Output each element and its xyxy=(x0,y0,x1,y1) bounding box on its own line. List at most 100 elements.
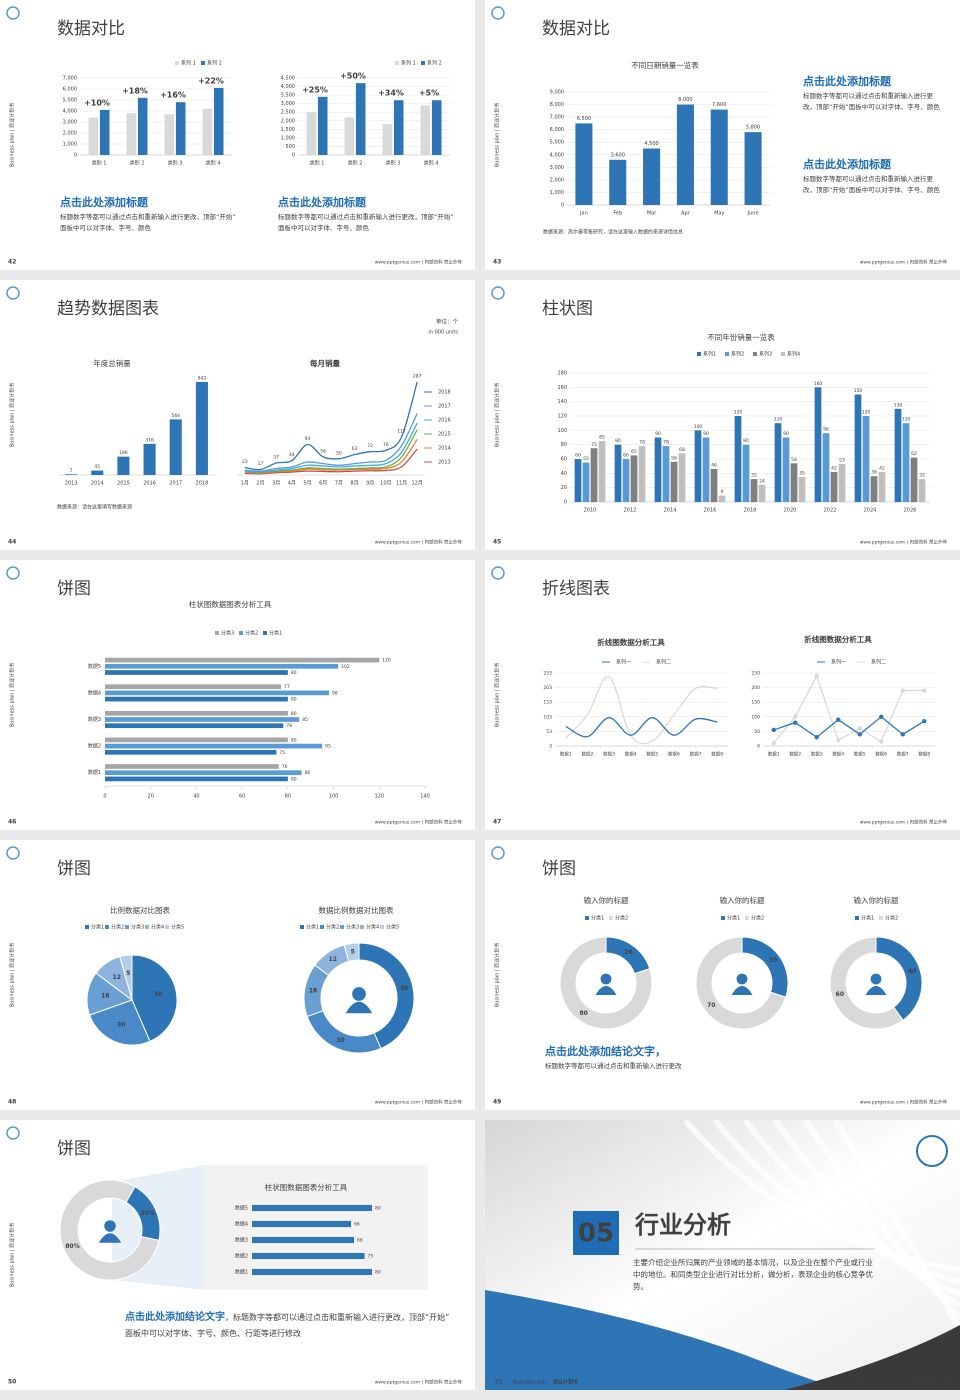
chart: 年度总销量 2013 7 2014 45 2015 186 2016 316 2017 564 201… xyxy=(58,358,215,487)
data-label: 75 xyxy=(279,750,285,756)
y-tick-label: 150 xyxy=(751,700,760,706)
slide: 折线图表 Business plan | 商业计划书 47 www.pptgenius… xyxy=(485,560,960,830)
chart: 输入你的标题 30 70 分类1 分类2 xyxy=(695,895,789,1030)
bar xyxy=(393,100,404,155)
y-tick-label: 0 xyxy=(564,500,567,506)
x-tick-label: 数据1 xyxy=(768,751,780,758)
legend-label: 分类3 xyxy=(346,924,359,931)
legend-swatch xyxy=(320,925,324,929)
bar xyxy=(862,416,870,502)
data-label: 80 xyxy=(615,438,621,444)
y-tick-label: 6,000 xyxy=(550,127,564,133)
y-tick-label: 1,500 xyxy=(281,127,295,133)
chart: 折线图数据分析工具 0 50 100 150 200 250 数据1 数据2 数据3 数据4 数据5 数… xyxy=(751,634,935,758)
chart: 输入你的标题 20 80 分类1 分类2 xyxy=(559,895,653,1030)
legend-label: 分类2 xyxy=(245,630,258,637)
x-tick-label: 140 xyxy=(420,794,430,800)
data-label: 53 xyxy=(839,458,845,464)
x-tick-label: 40 xyxy=(193,794,199,800)
bar xyxy=(654,437,662,502)
data-label: 3,600 xyxy=(611,152,625,158)
slide-title: 饼图 xyxy=(57,859,91,879)
slide-canvas: 饼图 Business plan | 商业计划书 49 www.pptgenius.c… xyxy=(491,846,947,1106)
legend-label: 系列4 xyxy=(787,351,800,358)
slide: 饼图 Business plan | 商业计划书 49 www.pptgenius.c… xyxy=(485,840,960,1110)
point xyxy=(793,720,798,725)
x-tick-label: 5月 xyxy=(303,481,311,487)
y-tick-label: 0 xyxy=(561,203,564,209)
footer: www.pptgenius.com | 内部资料 禁止外传 xyxy=(860,539,948,546)
bar xyxy=(355,83,366,155)
x-tick-label: 类别 1 xyxy=(92,160,107,167)
legend-label: 分类1 xyxy=(591,915,604,922)
bar xyxy=(175,102,186,155)
x-tick-label: 数据5 xyxy=(646,751,658,758)
slide: 饼图 Business plan | 商业计划书 48 www.pptgenius.c… xyxy=(0,840,475,1110)
bar xyxy=(574,459,582,502)
x-tick-label: 2014 xyxy=(91,481,104,487)
y-tick-label: 7,000 xyxy=(63,76,77,82)
bar xyxy=(252,1204,372,1212)
data-label: 7 xyxy=(70,468,73,474)
data-label: 117 xyxy=(397,429,406,435)
x-tick-label: 数据5 xyxy=(854,751,866,758)
footer: www.pptgenius.com | 内部资料 禁止外传 xyxy=(375,259,463,266)
x-tick-label: 数据8 xyxy=(711,751,723,758)
x-tick-label: 2016 xyxy=(143,481,156,487)
data-label: 80 xyxy=(291,711,297,717)
slice xyxy=(358,942,415,1050)
swoosh-line xyxy=(832,1120,960,1332)
data-label: 78 xyxy=(286,723,292,729)
data-label: 5 xyxy=(126,970,130,977)
chart: 输入你的标题 40 60 分类1 分类2 xyxy=(829,895,923,1030)
bar xyxy=(88,117,99,155)
chart-title: 折线图数据分析工具 xyxy=(804,634,872,644)
legend-label: 分类2 xyxy=(751,915,764,922)
footer: www.pptgenius.com | 内部资料 禁止外传 xyxy=(375,1379,463,1386)
unit: 单位：个 xyxy=(436,318,459,326)
y-tick-label: 40 xyxy=(561,471,567,477)
x-tick-label: 2月 xyxy=(256,481,264,487)
slice xyxy=(88,999,151,1046)
bar xyxy=(622,459,630,502)
x-tick-label: 数据4 xyxy=(832,751,844,758)
note-heading: 点击此处添加标题 xyxy=(803,75,891,88)
data-label: 90 xyxy=(783,431,789,437)
data-label: 95 xyxy=(325,744,331,750)
x-tick-label: 2014 xyxy=(664,508,677,514)
data-label: 17 xyxy=(258,461,264,467)
point xyxy=(900,732,905,737)
chart: 0 500 1,000 1,500 2,000 2,500 3,000 3,500 4,000 4… xyxy=(281,60,450,167)
bar xyxy=(710,109,728,205)
point xyxy=(771,740,776,746)
data-label: 80% xyxy=(65,1243,79,1250)
bar xyxy=(105,657,380,663)
legend-label: 2014 xyxy=(438,446,451,452)
page-number: 46 xyxy=(8,819,16,826)
note-body: 标题数字等都可以通过点击和重新输入进行更改，顶部“开始”面板中可以对字体、字号、… xyxy=(803,175,940,194)
y-tick-label: 53 xyxy=(546,729,552,735)
data-label: 54 xyxy=(791,457,797,463)
point xyxy=(857,732,862,737)
data-label: 80 xyxy=(579,1010,587,1017)
bar xyxy=(117,456,130,475)
bar xyxy=(105,670,288,675)
data-label: 32 xyxy=(751,473,757,479)
y-tick-label: 4,000 xyxy=(550,152,564,158)
slide-canvas: 折线图表 Business plan | 商业计划书 47 www.pptgenius… xyxy=(491,566,947,826)
note-body: ，标题数字等都可以通过点击和重新输入进行更改，顶部“开始”面板中可以对字体、字号… xyxy=(125,1313,450,1338)
data-label: 18 xyxy=(309,988,317,995)
page-number: 49 xyxy=(493,1099,501,1106)
x-tick-label: 11月 xyxy=(396,481,407,487)
y-tick-label: 0 xyxy=(757,744,760,750)
y-tick-label: 2,500 xyxy=(281,110,295,116)
series-line xyxy=(244,448,418,475)
chart-title: 比例数据对比图表 xyxy=(110,905,170,915)
y-tick-label: 60 xyxy=(561,457,567,463)
data-label: 80 xyxy=(375,1206,381,1212)
legend-swatch xyxy=(215,631,219,635)
y-tick-label: 2,000 xyxy=(63,131,77,137)
x-tick-label: 类别 2 xyxy=(348,160,363,167)
bar xyxy=(670,461,678,502)
